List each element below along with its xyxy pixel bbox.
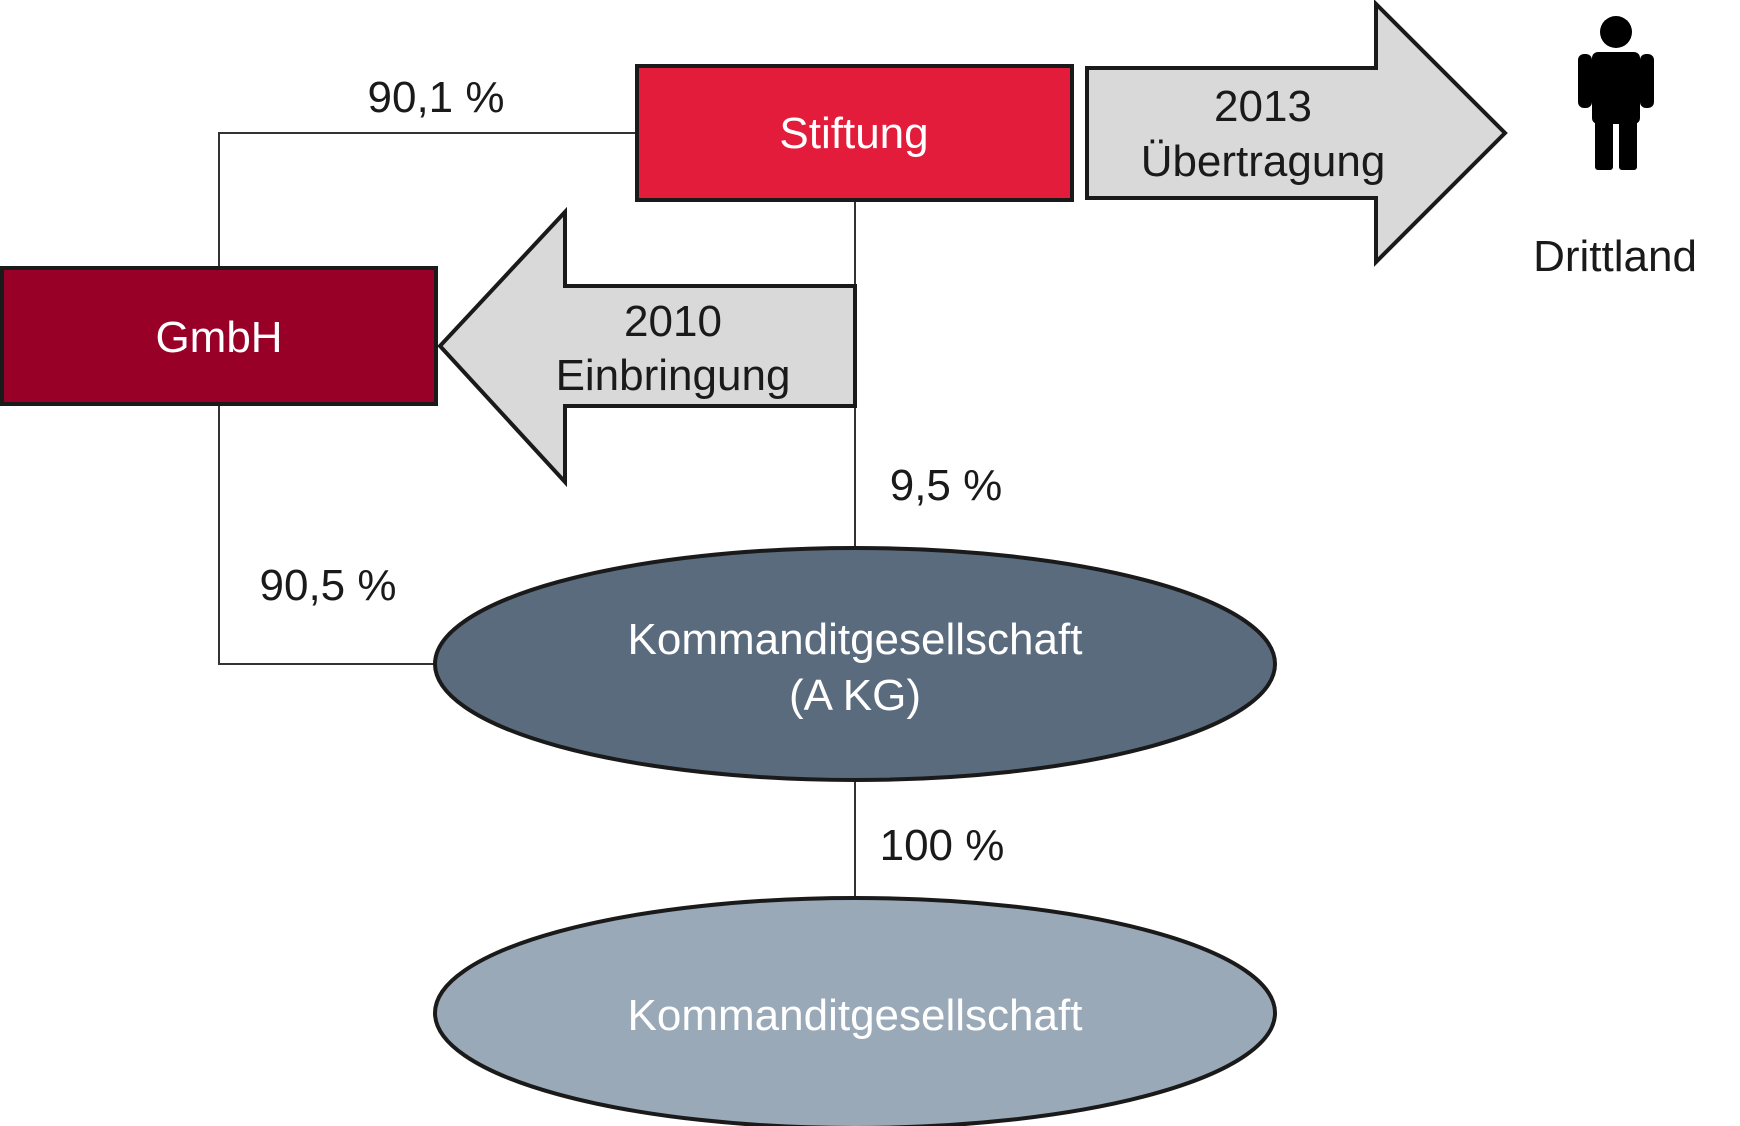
akg-label-line2: (A KG)	[789, 671, 921, 720]
kg-label: Kommanditgesellschaft	[628, 991, 1083, 1040]
einbringung-arrow	[437, 206, 857, 488]
connector-gmbh-akg	[218, 404, 434, 665]
kg-ellipse	[433, 896, 1277, 1126]
share-stiftung-akg: 9,5 %	[890, 461, 1003, 510]
gmbh-box	[0, 266, 438, 406]
connector-stiftung-gmbh	[218, 132, 637, 268]
einbringung-year: 2010	[624, 297, 722, 346]
akg-label-line1: Kommanditgesellschaft	[628, 615, 1083, 664]
uebertragung-arrow	[1085, 0, 1508, 267]
share-gmbh-akg: 90,5 %	[260, 561, 397, 610]
person-icon	[1578, 16, 1654, 170]
stiftung-label: Stiftung	[779, 109, 928, 158]
akg-ellipse	[433, 546, 1277, 782]
uebertragung-label: Übertragung	[1141, 137, 1386, 186]
drittland-label: Drittland	[1533, 232, 1697, 281]
stiftung-box	[635, 64, 1074, 202]
share-akg-kg: 100 %	[880, 821, 1005, 870]
einbringung-label: Einbringung	[556, 351, 791, 400]
uebertragung-year: 2013	[1214, 82, 1312, 131]
gmbh-label: GmbH	[155, 313, 282, 362]
share-stiftung-gmbh: 90,1 %	[368, 73, 505, 122]
